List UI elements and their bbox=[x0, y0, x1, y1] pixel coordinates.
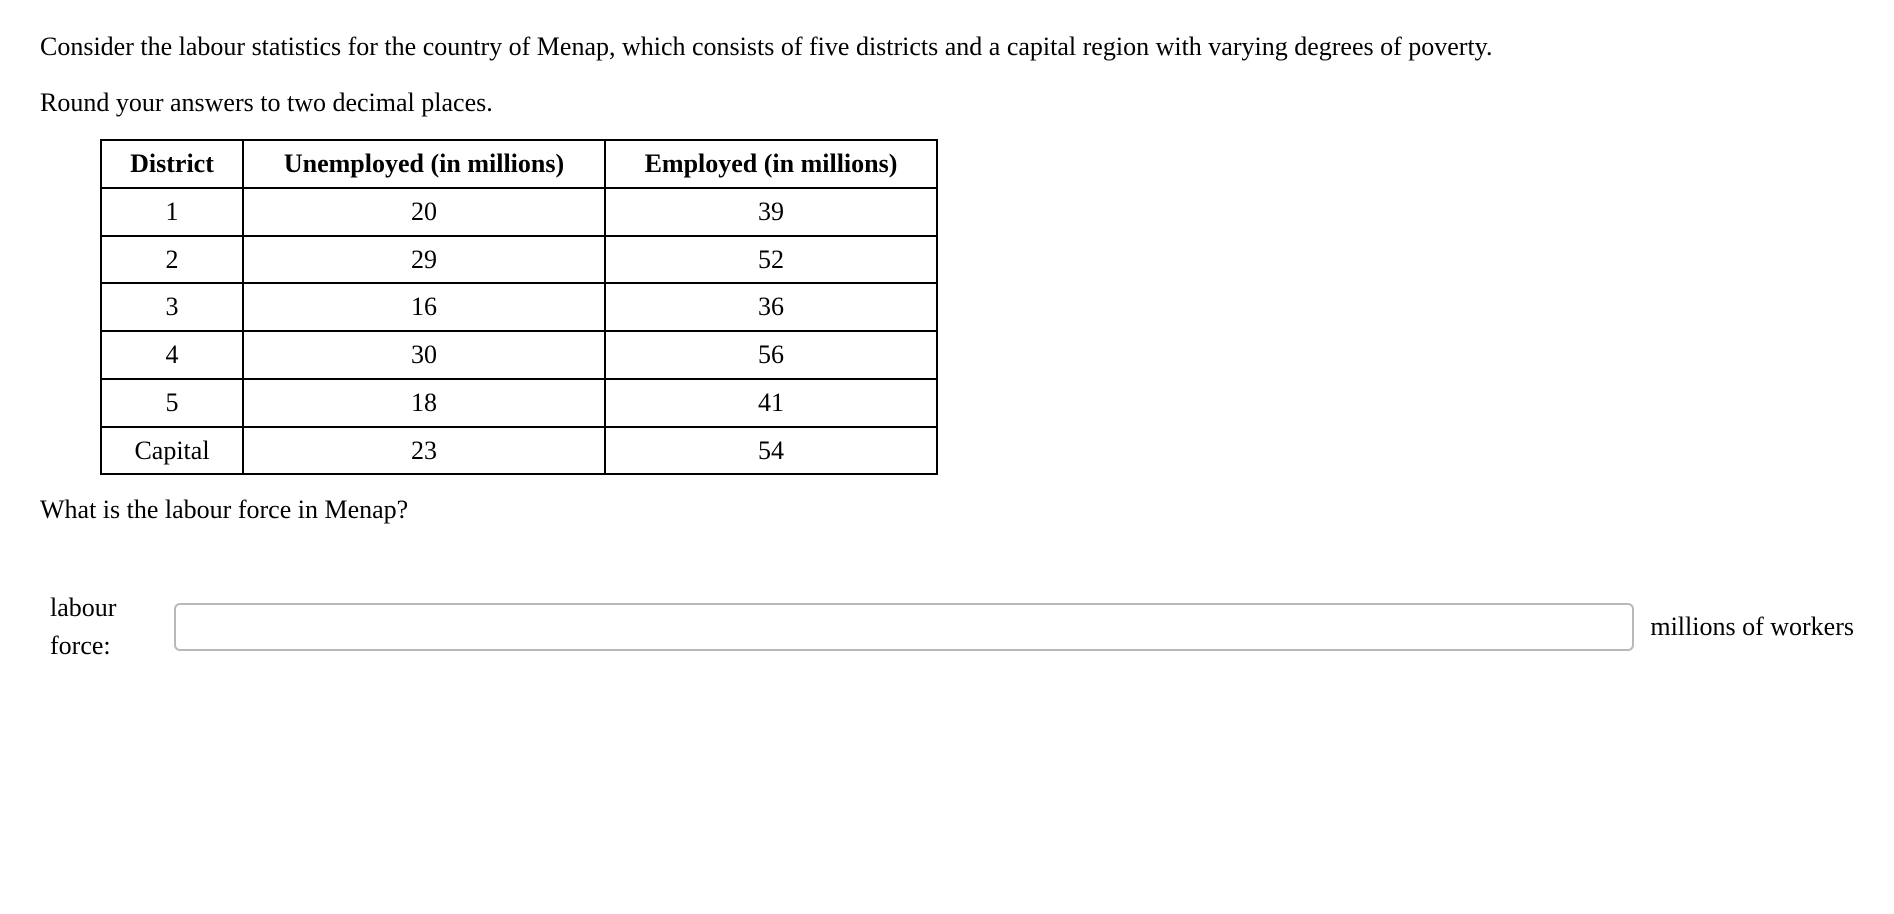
table-header-row: District Unemployed (in millions) Employ… bbox=[101, 140, 937, 188]
intro-paragraph-2: Round your answers to two decimal places… bbox=[40, 84, 1854, 122]
labour-table: District Unemployed (in millions) Employ… bbox=[100, 139, 938, 475]
cell-employed: 36 bbox=[605, 283, 937, 331]
cell-unemployed: 30 bbox=[243, 331, 605, 379]
cell-unemployed: 20 bbox=[243, 188, 605, 236]
question-text: What is the labour force in Menap? bbox=[40, 491, 1854, 529]
cell-district: 3 bbox=[101, 283, 243, 331]
cell-unemployed: 29 bbox=[243, 236, 605, 284]
cell-district: 2 bbox=[101, 236, 243, 284]
cell-district: 1 bbox=[101, 188, 243, 236]
answer-row: labour force: millions of workers bbox=[40, 589, 1854, 664]
cell-employed: 52 bbox=[605, 236, 937, 284]
cell-unemployed: 16 bbox=[243, 283, 605, 331]
cell-district: 5 bbox=[101, 379, 243, 427]
col-header-district: District bbox=[101, 140, 243, 188]
col-header-employed: Employed (in millions) bbox=[605, 140, 937, 188]
cell-employed: 56 bbox=[605, 331, 937, 379]
col-header-unemployed: Unemployed (in millions) bbox=[243, 140, 605, 188]
cell-district: Capital bbox=[101, 427, 243, 475]
answer-unit: millions of workers bbox=[1650, 608, 1854, 646]
table-row: Capital 23 54 bbox=[101, 427, 937, 475]
cell-unemployed: 18 bbox=[243, 379, 605, 427]
cell-employed: 39 bbox=[605, 188, 937, 236]
labour-force-input[interactable] bbox=[174, 603, 1634, 651]
cell-employed: 41 bbox=[605, 379, 937, 427]
table-row: 5 18 41 bbox=[101, 379, 937, 427]
table-row: 3 16 36 bbox=[101, 283, 937, 331]
table-row: 4 30 56 bbox=[101, 331, 937, 379]
question-page: Consider the labour statistics for the c… bbox=[0, 0, 1894, 692]
table-row: 1 20 39 bbox=[101, 188, 937, 236]
cell-employed: 54 bbox=[605, 427, 937, 475]
table-row: 2 29 52 bbox=[101, 236, 937, 284]
answer-label: labour force: bbox=[50, 589, 160, 664]
labour-table-container: District Unemployed (in millions) Employ… bbox=[100, 139, 1854, 475]
cell-district: 4 bbox=[101, 331, 243, 379]
cell-unemployed: 23 bbox=[243, 427, 605, 475]
intro-paragraph-1: Consider the labour statistics for the c… bbox=[40, 28, 1854, 66]
